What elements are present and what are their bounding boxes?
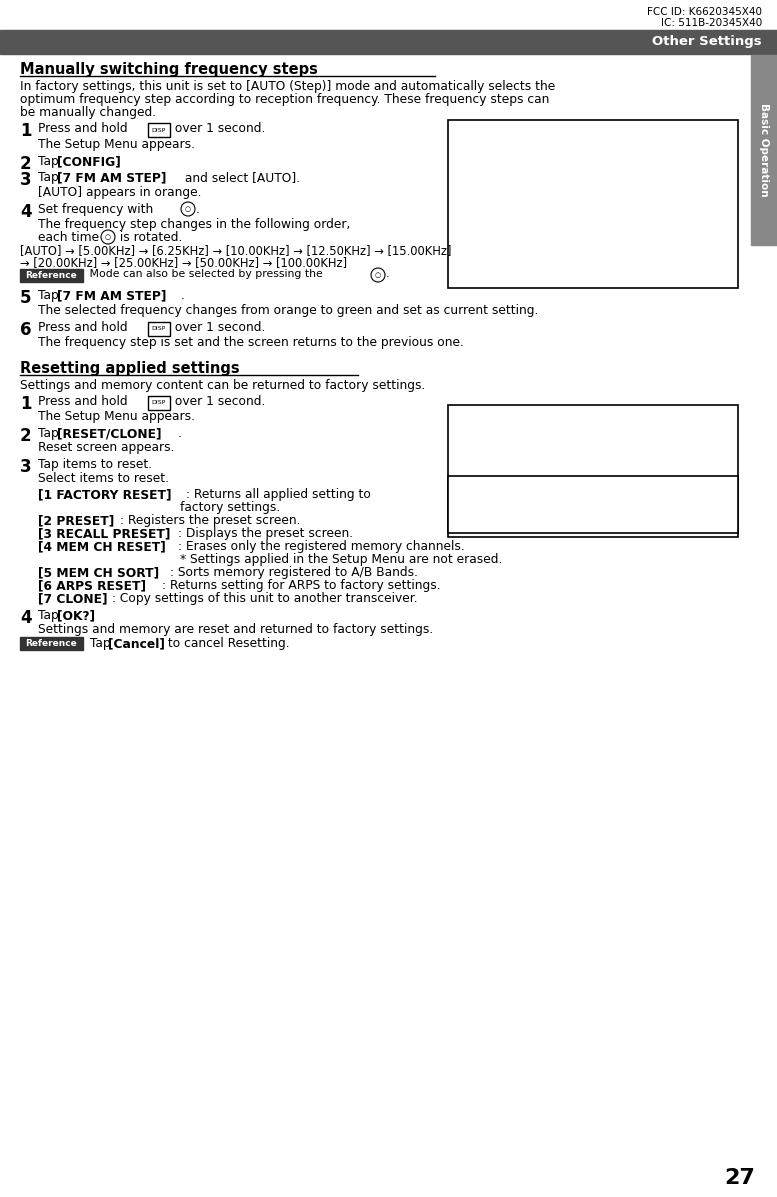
Text: Manually switching frequency steps: Manually switching frequency steps — [20, 62, 318, 77]
Text: Settings and memory are reset and returned to factory settings.: Settings and memory are reset and return… — [38, 622, 434, 636]
Text: Tap: Tap — [86, 637, 114, 650]
Text: to cancel Resetting.: to cancel Resetting. — [164, 637, 290, 650]
Text: The Setup Menu appears.: The Setup Menu appears. — [38, 411, 195, 423]
Text: optimum frequency step according to reception frequency. These frequency steps c: optimum frequency step according to rece… — [20, 93, 549, 107]
Text: 3: 3 — [20, 171, 32, 189]
Text: over 1 second.: over 1 second. — [171, 122, 266, 135]
Text: [6 ARPS RESET]: [6 ARPS RESET] — [38, 579, 146, 593]
Text: over 1 second.: over 1 second. — [171, 395, 266, 408]
Text: Press and hold: Press and hold — [38, 395, 127, 408]
Text: : Registers the preset screen.: : Registers the preset screen. — [120, 514, 301, 527]
Text: over 1 second.: over 1 second. — [171, 321, 266, 334]
Text: 1: 1 — [20, 395, 32, 413]
Text: Reset screen appears.: Reset screen appears. — [38, 440, 175, 454]
Text: Reference: Reference — [25, 271, 77, 280]
Text: ○: ○ — [105, 233, 111, 241]
Text: [3 RECALL PRESET]: [3 RECALL PRESET] — [38, 527, 170, 540]
Text: ○: ○ — [185, 206, 191, 212]
Text: In factory settings, this unit is set to [AUTO (Step)] mode and automatically se: In factory settings, this unit is set to… — [20, 80, 556, 93]
Text: The frequency step changes in the following order,: The frequency step changes in the follow… — [38, 218, 350, 231]
Text: DISP: DISP — [152, 401, 166, 406]
Text: 2: 2 — [20, 154, 32, 174]
Text: Settings and memory content can be returned to factory settings.: Settings and memory content can be retur… — [20, 379, 425, 391]
Text: Tap: Tap — [38, 427, 63, 440]
Text: : Sorts memory registered to A/B Bands.: : Sorts memory registered to A/B Bands. — [170, 566, 418, 579]
Text: [CONFIG]: [CONFIG] — [57, 154, 120, 168]
Text: : Erases only the registered memory channels.: : Erases only the registered memory chan… — [178, 540, 465, 553]
Text: is rotated.: is rotated. — [116, 231, 183, 244]
Text: and select [AUTO].: and select [AUTO]. — [181, 171, 300, 184]
Bar — [448, 405, 738, 537]
Text: .: . — [196, 203, 200, 215]
Text: FCC ID: K6620345X40: FCC ID: K6620345X40 — [647, 7, 762, 17]
Text: Press and hold: Press and hold — [38, 321, 127, 334]
Text: 2: 2 — [20, 427, 32, 445]
Text: [4 MEM CH RESET]: [4 MEM CH RESET] — [38, 540, 166, 553]
Bar — [448, 120, 738, 288]
Text: Resetting applied settings: Resetting applied settings — [20, 361, 239, 376]
Text: [RESET/CLONE]: [RESET/CLONE] — [57, 427, 162, 440]
Text: DISP: DISP — [152, 128, 166, 133]
Text: each time: each time — [38, 231, 99, 244]
Text: [Cancel]: [Cancel] — [108, 637, 165, 650]
Text: DISP: DISP — [152, 327, 166, 332]
Text: factory settings.: factory settings. — [180, 502, 280, 514]
Text: [7 FM AM STEP]: [7 FM AM STEP] — [57, 171, 166, 184]
Text: [OK?]: [OK?] — [57, 609, 95, 622]
Text: The selected frequency changes from orange to green and set as current setting.: The selected frequency changes from oran… — [38, 304, 538, 317]
Text: [2 PRESET]: [2 PRESET] — [38, 514, 114, 527]
Text: [AUTO] → [5.00KHz] → [6.25KHz] → [10.00KHz] → [12.50KHz] → [15.00KHz]: [AUTO] → [5.00KHz] → [6.25KHz] → [10.00K… — [20, 244, 451, 257]
Text: : Returns setting for ARPS to factory settings.: : Returns setting for ARPS to factory se… — [162, 579, 441, 593]
Text: .: . — [116, 154, 120, 168]
Text: [5 MEM CH SORT]: [5 MEM CH SORT] — [38, 566, 159, 579]
Text: ○: ○ — [375, 272, 381, 278]
Text: be manually changed.: be manually changed. — [20, 107, 156, 119]
Text: .: . — [178, 427, 182, 440]
Text: Tap: Tap — [38, 171, 63, 184]
Bar — [148, 123, 170, 136]
Text: 1: 1 — [20, 122, 32, 140]
Text: 3: 3 — [20, 458, 32, 476]
Text: * Settings applied in the Setup Menu are not erased.: * Settings applied in the Setup Menu are… — [180, 553, 503, 566]
Text: [1 FACTORY RESET]: [1 FACTORY RESET] — [38, 488, 172, 502]
Text: IC: 511B-20345X40: IC: 511B-20345X40 — [660, 18, 762, 28]
Text: 4: 4 — [20, 609, 32, 627]
Text: [7 CLONE]: [7 CLONE] — [38, 593, 107, 604]
Text: : Returns all applied setting to: : Returns all applied setting to — [186, 488, 371, 502]
Text: .: . — [181, 288, 185, 302]
Text: 5: 5 — [20, 288, 32, 306]
Text: Tap: Tap — [38, 154, 63, 168]
Text: Tap: Tap — [38, 288, 63, 302]
Bar — [751, 55, 777, 245]
Bar — [148, 322, 170, 336]
Text: [7 FM AM STEP]: [7 FM AM STEP] — [57, 288, 166, 302]
Text: Set frequency with: Set frequency with — [38, 203, 153, 215]
Text: Basic Operation: Basic Operation — [759, 103, 769, 196]
Text: 27: 27 — [724, 1168, 755, 1187]
Bar — [20, 269, 83, 282]
Text: [AUTO] appears in orange.: [AUTO] appears in orange. — [38, 186, 201, 199]
Bar — [448, 476, 738, 533]
Text: Tap: Tap — [38, 609, 63, 622]
Text: The Setup Menu appears.: The Setup Menu appears. — [38, 138, 195, 151]
Text: Select items to reset.: Select items to reset. — [38, 472, 169, 485]
Text: 6: 6 — [20, 321, 32, 339]
Text: Tap items to reset.: Tap items to reset. — [38, 458, 152, 470]
Bar — [148, 396, 170, 411]
Text: : Displays the preset screen.: : Displays the preset screen. — [178, 527, 353, 540]
Text: Press and hold: Press and hold — [38, 122, 127, 135]
Text: → [20.00KHz] → [25.00KHz] → [50.00KHz] → [100.00KHz]: → [20.00KHz] → [25.00KHz] → [50.00KHz] →… — [20, 256, 347, 269]
Text: 4: 4 — [20, 203, 32, 221]
Text: Other Settings: Other Settings — [653, 36, 762, 49]
Bar — [20, 637, 83, 650]
Text: : Copy settings of this unit to another transceiver.: : Copy settings of this unit to another … — [112, 593, 417, 604]
Text: The frequency step is set and the screen returns to the previous one.: The frequency step is set and the screen… — [38, 336, 464, 350]
Text: Reference: Reference — [25, 639, 77, 648]
Bar — [0, 30, 777, 54]
Text: .: . — [386, 269, 389, 279]
Text: Mode can also be selected by pressing the: Mode can also be selected by pressing th… — [86, 269, 322, 279]
